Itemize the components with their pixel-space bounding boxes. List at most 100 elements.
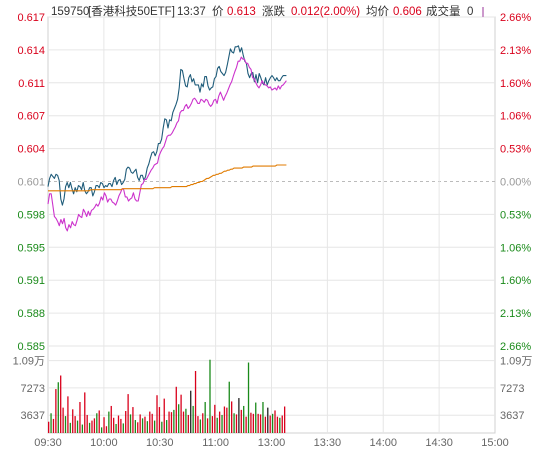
volume-bar [115,423,117,433]
volume-bar [190,390,192,433]
volume-bar [231,401,233,433]
volume-bar [245,416,247,433]
volume-bar [168,411,170,433]
volume-bar [247,362,250,433]
volume-bar [55,389,57,433]
volume-bar [98,410,100,433]
price-tick-label: 0.585 [17,341,45,353]
volume-bar [202,413,204,433]
volume-bar [175,386,177,433]
volume-bar [192,405,194,433]
volume-bar [122,423,124,433]
percent-tick-label: 2.66% [500,12,531,24]
volume-bar [79,401,81,433]
stock-name: [香港科技50ETF] [88,4,175,18]
volume-bar [57,382,59,433]
volume-bar [276,416,279,433]
time-tick-label: 09:30 [34,437,62,449]
volume-bar [267,407,269,433]
price-tick-label: 0.604 [17,144,45,156]
percent-tick-label: 1.60% [500,275,531,287]
chart-grid [47,16,496,434]
volume-bar [240,409,242,433]
price-tick-label: 0.591 [17,275,45,287]
volume-bar [283,406,286,433]
volume-bar [281,415,283,433]
volume-bar [264,416,267,433]
volume-bar [137,422,139,433]
price-tick-label: 0.598 [17,209,45,221]
volume-bar [105,426,108,433]
header-time: 13:37 [177,6,206,18]
volume-bar [221,414,223,433]
volume-bar [120,418,122,433]
volume-bar [158,407,161,433]
price-tick-label: 0.611 [18,78,45,90]
volume-bar [156,395,158,433]
volume-bar [161,421,163,433]
volume-bar [274,410,276,433]
volume-bar [197,416,199,433]
volume-tick-label: 1.09万 [500,356,532,368]
volume-bar [180,394,182,433]
volume-bar [204,401,206,433]
volume-tick-label: 7273 [500,383,524,395]
volume-bar [110,405,112,433]
volume-bar [88,422,91,433]
volume-tick-label: 3637 [21,410,45,422]
volume-bar [178,404,180,433]
volume-bar [76,420,79,433]
volume-bar [151,413,153,433]
volume-bar [259,414,262,433]
avg-line [48,164,287,192]
volume-bar [108,411,110,433]
percent-tick-label: 1.60% [500,78,531,90]
volume-bar [173,409,175,433]
avg-label: 均价 [366,5,389,18]
volume-bar [141,418,144,433]
volume-bar [279,417,281,433]
volume-bar [144,416,146,433]
volume-bar [129,414,132,433]
time-tick-label: 11:00 [202,437,229,449]
time-tick-label: 14:00 [369,437,397,449]
price-tick-label: 0.595 [17,242,45,254]
price-tick-label: 0.607 [17,111,45,123]
volume-bar [243,405,245,433]
volume-axis-right: 1.09万 7273 3637 [500,356,532,423]
pink-line [47,56,287,232]
volume-bar [185,408,187,433]
header-scroll-marker [482,7,484,17]
volume-bar [206,418,209,433]
percent-tick-label: 0.00% [500,177,531,189]
volume-bar [139,414,141,433]
volume-bar [132,407,134,433]
percent-tick-label: 2.66% [500,341,531,353]
volume-bar [62,407,64,433]
volume-bar [96,413,98,433]
volume-bar [64,416,67,433]
volume-bar [117,415,120,433]
volume-axis-left: 1.09万 7273 3637 [13,356,45,423]
volume-bar [86,414,88,433]
volume-bar [226,407,228,433]
volume-bar [93,418,96,433]
volume-bar [91,420,93,433]
time-tick-label: 10:30 [146,437,174,449]
change-label: 涨跌 [262,4,285,18]
volume-bar [271,413,274,433]
volume-bar [149,411,151,433]
volume-bar [103,417,105,433]
volume-bar [84,392,86,433]
volume-bar [100,427,103,433]
volume-bar [165,420,168,433]
volume-tick-label: 7273 [21,383,45,395]
time-tick-label: 13:30 [314,437,342,449]
volume-label: 成交量 [426,4,461,18]
volume-bar [69,422,71,433]
price-label: 价 [212,5,224,18]
percent-tick-label: 1.06% [500,111,531,123]
time-tick-label: 10:00 [90,437,118,449]
volume-bar [60,375,62,433]
